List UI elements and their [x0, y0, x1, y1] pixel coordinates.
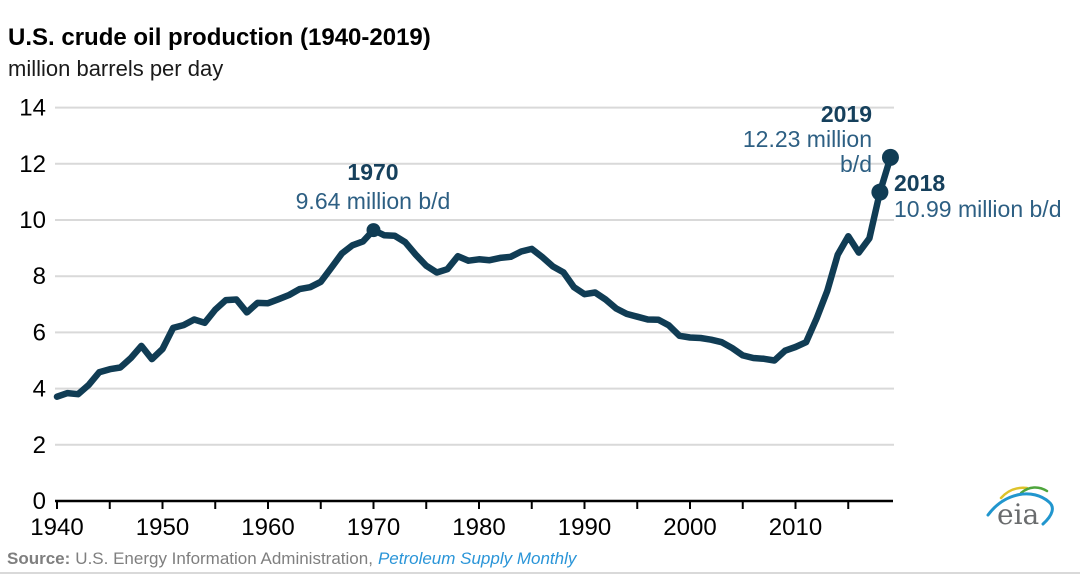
- annotation-2018-value: 10.99 million b/d: [894, 196, 1062, 222]
- data-point-dot-2018: [871, 183, 889, 201]
- y-tick-label: 4: [33, 376, 46, 403]
- chart-title: U.S. crude oil production (1940-2019): [8, 24, 431, 51]
- y-tick-label: 12: [19, 151, 46, 178]
- annotation-1970-value: 9.64 million b/d: [295, 188, 451, 214]
- annotation-2019-value2: b/d: [840, 151, 872, 177]
- source-label: Source:: [7, 549, 71, 568]
- source-line: Source: U.S. Energy Information Administr…: [7, 549, 576, 569]
- y-tick-label: 6: [33, 319, 46, 346]
- eia-logo-text: eia: [997, 498, 1039, 531]
- source-text: U.S. Energy Information Administration,: [75, 549, 373, 568]
- x-tick-label: 1990: [558, 514, 611, 541]
- chart-subtitle: million barrels per day: [8, 56, 224, 81]
- eia-logo-blue-swoosh-icon: [986, 492, 1054, 526]
- x-tick-label: 2000: [663, 514, 716, 541]
- eia-logo-green-swoosh-icon: [1019, 486, 1049, 495]
- x-tick-label: 1940: [30, 514, 83, 541]
- annotation-2019: 2019 12.23 million b/d: [620, 102, 872, 177]
- y-tick-label: 0: [33, 488, 46, 515]
- annotation-1970-year: 1970: [347, 159, 399, 185]
- annotation-1970: 1970 9.64 million b/d: [248, 158, 498, 216]
- annotation-2018: 2018 10.99 million b/d: [894, 170, 1080, 222]
- source-link[interactable]: Petroleum Supply Monthly: [377, 549, 577, 568]
- data-point-dot-1970: [366, 223, 381, 238]
- y-tick-label: 10: [19, 207, 46, 234]
- eia-logo-yellow-swoosh-icon: [999, 486, 1029, 500]
- x-tick-label: 1950: [136, 514, 189, 541]
- x-tick-label: 1960: [241, 514, 294, 541]
- y-tick-label: 8: [33, 263, 46, 290]
- eia-logo: eia: [986, 486, 1054, 531]
- annotation-2018-year: 2018: [894, 170, 946, 196]
- bottom-divider: [0, 572, 1080, 574]
- data-point-dot-2019: [881, 148, 899, 166]
- y-tick-label: 14: [19, 95, 46, 122]
- y-tick-label: 2: [33, 432, 46, 459]
- production-series-line: [53, 154, 894, 400]
- x-tick-label: 1980: [452, 514, 505, 541]
- x-tick-label: 1970: [347, 514, 400, 541]
- annotation-2019-year: 2019: [820, 101, 872, 127]
- annotation-2019-value: 12.23 million: [742, 126, 872, 152]
- x-tick-label: 2010: [769, 514, 822, 541]
